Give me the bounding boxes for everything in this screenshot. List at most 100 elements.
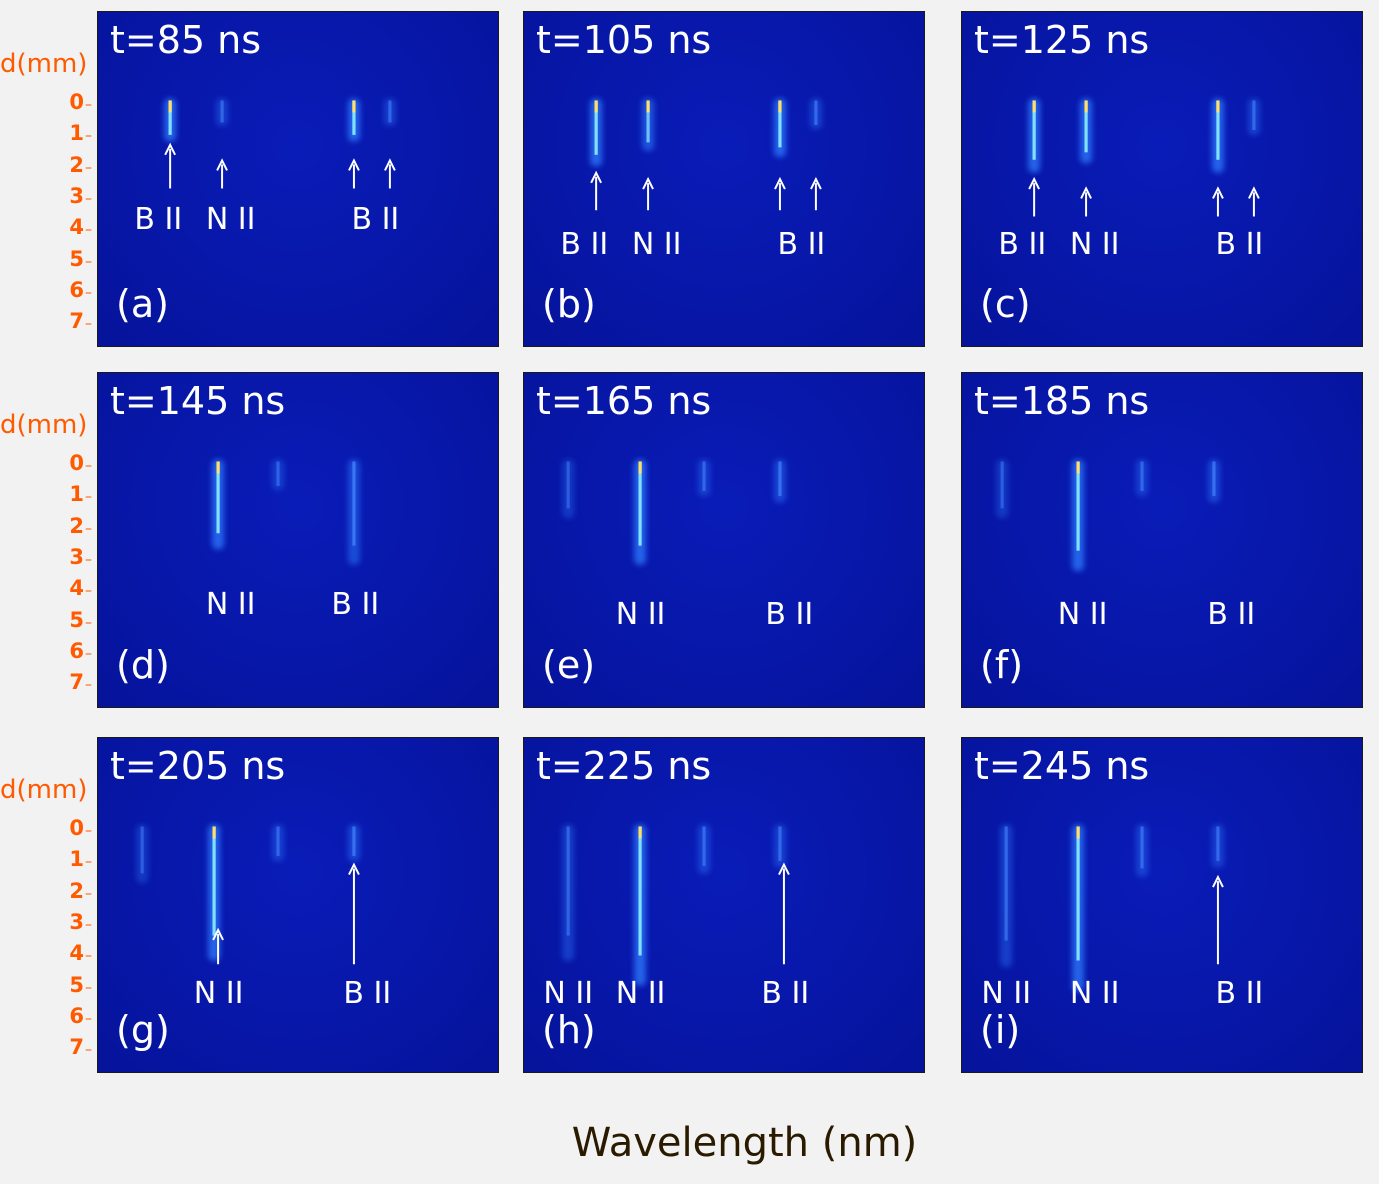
line-label: N II xyxy=(1057,597,1108,632)
y-tick-label: 5 xyxy=(69,973,92,997)
spectrum-image xyxy=(1000,824,1224,992)
spectrum-image xyxy=(562,459,786,565)
y-tick-label: 5 xyxy=(69,247,92,271)
emission-line xyxy=(1212,461,1216,496)
line-label: B II xyxy=(1215,227,1264,262)
y-tick-label: 6 xyxy=(69,278,92,302)
y-axis: d(mm) 0 1 2 3 4 5 6 7 xyxy=(0,410,96,710)
time-label: t=225 ns xyxy=(536,744,712,788)
y-tick-label: 4 xyxy=(69,941,92,965)
emission-peak xyxy=(1084,100,1088,113)
spectrum-image xyxy=(1028,98,1260,217)
y-tick-label: 6 xyxy=(69,1004,92,1028)
spectrum-panel: t=125 ns B II N II B II (c) xyxy=(961,11,1363,347)
line-label: N II xyxy=(1069,227,1120,262)
line-label: B II xyxy=(351,202,400,237)
emission-peak xyxy=(168,100,172,113)
emission-line xyxy=(646,100,650,143)
emission-line xyxy=(276,461,280,486)
line-label: N II xyxy=(1069,976,1120,1011)
emission-peak xyxy=(216,461,220,474)
line-label: N II xyxy=(631,227,682,262)
line-label: N II xyxy=(543,976,594,1011)
emission-line-halo xyxy=(562,459,575,519)
emission-line-halo xyxy=(272,459,284,491)
spectrum-panel: t=225 ns N II N II B II (h) xyxy=(523,737,925,1073)
emission-line xyxy=(140,826,144,874)
emission-peak xyxy=(1216,100,1220,113)
spectrum-image xyxy=(562,824,790,986)
emission-line xyxy=(814,100,818,125)
line-label: B II xyxy=(1207,597,1256,632)
line-label: B II xyxy=(331,587,380,622)
line-label: B II xyxy=(998,227,1047,262)
emission-line xyxy=(638,461,642,546)
emission-line xyxy=(702,826,706,866)
y-tick-label: 7 xyxy=(69,670,92,694)
y-tick-label: 0 xyxy=(69,451,92,475)
line-label: N II xyxy=(205,587,256,622)
line-label: N II xyxy=(615,597,666,632)
arrow-head xyxy=(1248,186,1260,199)
arrow-head xyxy=(1212,874,1224,888)
emission-line xyxy=(388,100,392,123)
y-tick-label: 0 xyxy=(69,90,92,114)
time-label: t=125 ns xyxy=(974,18,1150,62)
panel-id: (c) xyxy=(980,282,1031,326)
emission-line xyxy=(1004,826,1008,941)
time-label: t=205 ns xyxy=(110,744,286,788)
arrow-head xyxy=(348,158,360,171)
emission-line xyxy=(1140,826,1144,869)
emission-line xyxy=(778,100,782,148)
emission-peak xyxy=(646,100,650,113)
panel-id: (b) xyxy=(542,282,596,326)
arrow-head xyxy=(212,927,224,941)
time-label: t=185 ns xyxy=(974,379,1150,423)
y-tick-label: 1 xyxy=(69,121,92,145)
emission-line-halo xyxy=(136,824,149,884)
emission-line xyxy=(216,461,220,534)
panel-id: (a) xyxy=(116,282,169,326)
time-label: t=165 ns xyxy=(536,379,712,423)
time-label: t=105 ns xyxy=(536,18,712,62)
spectrum-panel: t=105 ns B II N II B II (b) xyxy=(523,11,925,347)
emission-line xyxy=(1252,100,1256,130)
arrow-head xyxy=(348,862,360,876)
arrow-head xyxy=(774,176,786,190)
line-label: B II xyxy=(777,227,826,262)
y-axis-title: d(mm) xyxy=(0,49,88,79)
emission-peak xyxy=(1076,826,1080,839)
emission-peak xyxy=(778,100,782,113)
emission-line xyxy=(1076,826,1080,961)
arrow-head xyxy=(164,142,176,156)
arrow-head xyxy=(1028,176,1040,190)
arrow-head xyxy=(778,862,790,876)
emission-line xyxy=(594,100,598,155)
emission-line xyxy=(638,826,642,956)
emission-line xyxy=(1032,100,1036,160)
emission-line-halo xyxy=(996,459,1009,519)
y-axis-title: d(mm) xyxy=(0,775,88,805)
time-label: t=85 ns xyxy=(110,18,262,62)
spectrum-image xyxy=(212,459,360,565)
emission-line xyxy=(352,461,356,546)
line-label: N II xyxy=(981,976,1032,1011)
emission-line xyxy=(1076,461,1080,551)
arrow-head xyxy=(1212,186,1224,199)
emission-peak xyxy=(638,826,642,839)
arrow-head xyxy=(216,158,228,171)
time-label: t=145 ns xyxy=(110,379,286,423)
spectrum-panel: t=145 ns N II B II (d) xyxy=(97,372,499,708)
y-tick-label: 3 xyxy=(69,545,92,569)
emission-line xyxy=(778,461,782,496)
panel-id: (d) xyxy=(116,643,170,687)
line-label: B II xyxy=(134,202,183,237)
emission-line xyxy=(566,826,570,936)
y-axis-title: d(mm) xyxy=(0,410,88,440)
emission-peak xyxy=(352,100,356,113)
spectrum-image xyxy=(996,459,1220,571)
emission-line xyxy=(220,100,224,123)
panel-id: (g) xyxy=(116,1008,170,1052)
y-axis: d(mm) 0 1 2 3 4 5 6 7 xyxy=(0,49,96,349)
